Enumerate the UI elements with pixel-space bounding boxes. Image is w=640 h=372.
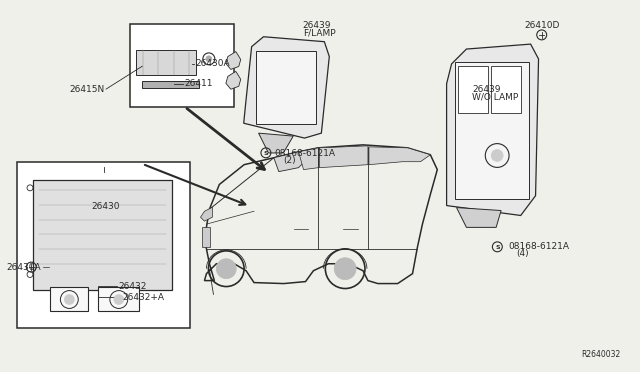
Text: R2640032: R2640032 [582, 350, 621, 359]
Bar [454, 62, 529, 199]
Bar [142, 81, 199, 87]
Bar [17, 162, 190, 328]
Bar [33, 180, 172, 290]
Circle shape [216, 259, 236, 279]
Polygon shape [456, 208, 501, 227]
Text: 26430A: 26430A [195, 59, 230, 68]
Bar [255, 51, 316, 124]
Bar [202, 227, 211, 247]
Text: W/O LAMP: W/O LAMP [472, 92, 518, 101]
Circle shape [65, 295, 74, 304]
Text: 26415N: 26415N [69, 84, 104, 94]
Circle shape [334, 258, 356, 280]
Text: S: S [264, 151, 268, 156]
Text: 08168-6121A: 08168-6121A [509, 241, 570, 251]
Text: (2): (2) [283, 157, 296, 166]
Text: 26410D: 26410D [524, 21, 559, 30]
Circle shape [206, 56, 212, 62]
Polygon shape [274, 148, 319, 171]
Text: 26432: 26432 [119, 282, 147, 291]
Polygon shape [447, 44, 538, 215]
Bar [458, 66, 488, 113]
Text: 26411: 26411 [185, 79, 213, 88]
Text: S: S [495, 245, 500, 250]
Polygon shape [200, 207, 212, 221]
Text: 26432+A: 26432+A [122, 293, 164, 302]
Polygon shape [369, 147, 430, 165]
Circle shape [492, 150, 503, 161]
Bar [491, 66, 521, 113]
Text: 26430: 26430 [92, 202, 120, 211]
Text: 08168-6121A: 08168-6121A [275, 150, 336, 158]
Text: F/LAMP: F/LAMP [303, 29, 335, 38]
Circle shape [114, 295, 124, 304]
Text: 26439: 26439 [303, 21, 331, 30]
Polygon shape [226, 71, 241, 89]
Bar [51, 287, 88, 311]
Text: 26430A: 26430A [6, 263, 41, 272]
Polygon shape [319, 146, 368, 168]
Bar [136, 49, 196, 76]
Polygon shape [244, 37, 330, 138]
Text: 26439: 26439 [472, 85, 500, 94]
Bar [98, 287, 139, 311]
Polygon shape [226, 52, 241, 70]
Polygon shape [299, 148, 319, 170]
Polygon shape [259, 133, 293, 153]
Text: (4): (4) [516, 248, 529, 257]
Bar [129, 24, 234, 107]
